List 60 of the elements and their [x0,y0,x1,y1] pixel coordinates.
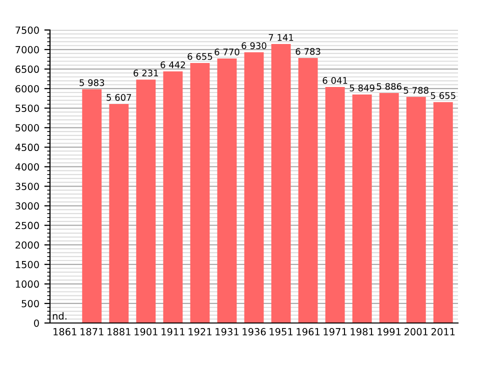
y-tick-label: 1000 [16,280,39,288]
bar [217,58,237,323]
y-tick-label: 6000 [16,85,39,92]
x-tick-label: 1911 [162,328,184,336]
x-tick-label: 2001 [404,328,428,336]
x-tick-label: 1901 [134,328,158,336]
y-tick-label: 2500 [16,222,39,230]
data-label: 5 849 [350,84,374,92]
bar [82,89,102,323]
data-label: 6 231 [134,70,158,76]
y-tick-label: 6500 [16,66,39,73]
x-tick-label: 1991 [378,328,401,336]
x-tick-label: 1881 [108,328,130,336]
bar [163,71,183,323]
y-tick-label: 5000 [16,124,39,132]
bar [109,104,129,323]
y-tick-label: 500 [22,300,39,308]
data-label: 5 788 [404,86,428,94]
y-tick-label: 3000 [16,202,39,210]
bar [190,63,210,323]
x-tick-label: 1961 [296,328,320,336]
y-tick-label: 7500 [16,26,39,34]
x-tick-label: 1936 [242,328,266,336]
y-tick-label: 2000 [16,241,39,249]
data-label: 6 655 [188,53,212,60]
bar [244,52,264,323]
data-label: 5 983 [80,79,104,86]
y-tick-label: 4000 [15,163,39,171]
x-tick-label: 1971 [324,328,347,336]
data-label: 6 442 [160,61,185,68]
x-tick-label: 1921 [188,328,212,336]
bar [352,94,372,323]
bar [406,96,426,323]
y-tick-label: 1500 [16,260,39,268]
annotation: nd. [52,312,66,320]
data-label: 6 930 [242,42,266,50]
data-label: 5 607 [106,94,132,101]
y-tick-label: 7000 [16,46,39,54]
data-label: 7 141 [268,34,294,41]
bar [379,93,399,323]
y-tick-label: 0 [34,319,39,327]
x-tick-label: 1981 [350,328,374,336]
data-label: 6 770 [214,48,240,56]
x-tick-label: 1951 [270,328,292,336]
x-tick-label: 2011 [431,328,455,336]
x-tick-label: 1861 [54,328,76,336]
data-label: 6 783 [296,48,320,55]
data-label: 5 886 [376,83,402,90]
y-tick-label: 4500 [15,144,39,152]
data-label: 6 041 [322,77,348,84]
data-label: 5 655 [430,92,456,99]
x-tick-label: 1871 [80,328,104,336]
y-tick-label: 3500 [16,182,39,190]
bar [271,44,291,323]
bar [298,58,318,323]
bar [325,87,345,323]
bar [433,102,453,323]
y-tick-label: 5500 [16,104,39,112]
x-tick-label: 1931 [216,328,238,336]
bar [136,80,156,323]
